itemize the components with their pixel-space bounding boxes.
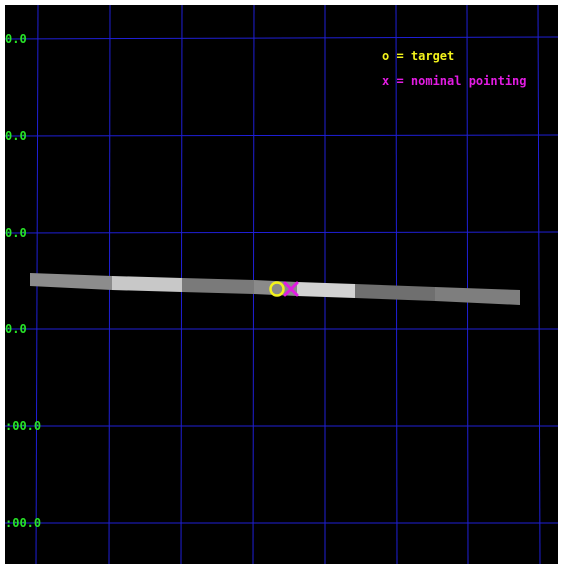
strip-segment <box>297 282 355 298</box>
y-axis-label: 0.0 <box>5 322 27 336</box>
y-axis-label: :00.0 <box>5 516 42 530</box>
grid-horizontal <box>5 231 558 234</box>
y-axis-label: :00.0 <box>5 419 42 433</box>
sky-plot <box>5 5 558 564</box>
image-frame: 0.0 0.0 0.0 0.0 :00.0 :00.0 o = target x… <box>5 5 558 564</box>
grid-vertical <box>395 5 398 564</box>
target-marker-icon <box>269 281 285 297</box>
legend-target: o = target <box>382 49 455 63</box>
image-strip <box>30 273 520 305</box>
grid-vertical <box>537 5 541 564</box>
strip-segment <box>435 287 520 305</box>
nominal-pointing-marker-icon <box>283 281 299 297</box>
strip-segment <box>112 276 182 292</box>
strip-segment <box>355 284 435 301</box>
strip-segment <box>182 278 254 294</box>
y-axis-label: 0.0 <box>5 226 27 240</box>
grid-horizontal <box>5 134 558 137</box>
grid-horizontal <box>5 36 558 40</box>
y-axis-label: 0.0 <box>5 32 27 46</box>
legend-nominal-pointing: x = nominal pointing <box>382 74 527 88</box>
grid-vertical <box>466 5 469 564</box>
y-axis-label: 0.0 <box>5 129 27 143</box>
strip-segment <box>30 273 112 290</box>
